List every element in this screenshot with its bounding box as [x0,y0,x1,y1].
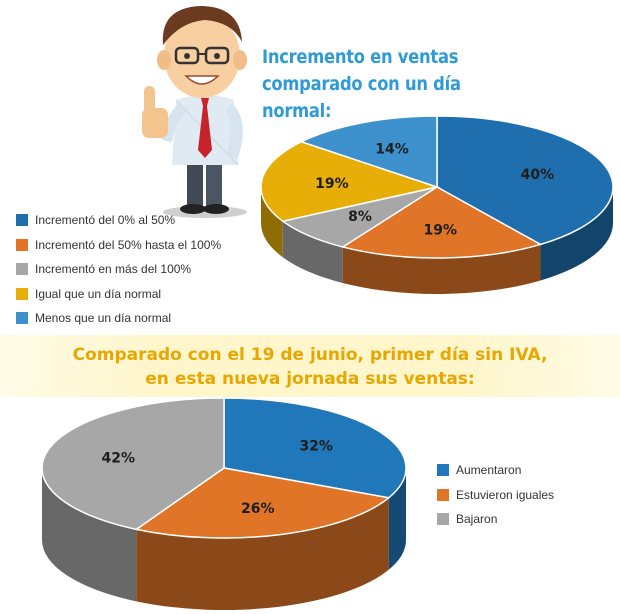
pie-slice-side [42,468,137,602]
legend-label: Menos que un día normal [35,311,172,326]
pie-slice [436,115,614,246]
legend-swatch [437,488,449,501]
legend-item: Bajaron [437,507,554,532]
pie-slice [223,397,407,499]
legend-item: Estuvieron iguales [437,483,554,508]
pie-value-label: 8% [348,209,372,225]
legend-label: Bajaron [456,512,498,527]
chart1-title: Incremento en ventas comparado con un dí… [262,44,520,125]
legend-swatch [16,238,28,251]
legend-item: Igual que un día normal [16,282,221,307]
legend-swatch [16,263,28,276]
pie-slice [41,397,225,531]
pie-slice [260,140,440,223]
chart2-title: Comparado con el 19 de junio, primer día… [60,343,560,391]
pie-value-label: 19% [315,176,349,192]
pie-slice-side [136,497,389,610]
chart1-title-line2: comparado con un día normal: [262,73,461,122]
pie-slice-side [342,244,541,294]
pie-slice [340,186,543,259]
legend-item: Incrementó del 50% hasta el 100% [16,233,221,258]
pie-slice [280,186,438,248]
pie-value-label: 42% [101,451,135,467]
pie-value-label: 14% [375,141,409,157]
legend-label: Incrementó del 0% al 50% [35,213,176,228]
legend-swatch [16,214,28,227]
pie-slice-side [388,468,406,570]
legend-swatch [16,287,28,300]
pie-value-label: 19% [424,223,458,239]
legend-chart-1: Incrementó del 0% al 50% Incrementó del … [16,208,221,331]
legend-label: Incrementó del 50% hasta el 100% [35,237,222,252]
pie-slice-side [540,187,613,281]
pie-value-label: 32% [299,438,333,454]
legend-label: Estuvieron iguales [456,487,555,502]
chart2-title-line2: en esta nueva jornada sus ventas: [145,369,475,389]
pie-value-label: 26% [241,501,275,517]
legend-label: Igual que un día normal [35,286,162,301]
chart2-title-line1: Comparado con el 19 de junio, primer día… [72,345,548,365]
pie-value-label: 40% [521,167,555,183]
pie-slice [299,115,438,189]
legend-swatch [437,513,449,526]
legend-item: Aumentaron [437,458,554,483]
chart1-title-line1: Incremento en ventas [262,46,459,68]
legend-item: Menos que un día normal [16,306,221,331]
legend-chart-2: Aumentaron Estuvieron iguales Bajaron [437,458,554,532]
legend-swatch [437,464,449,477]
legend-label: Incrementó en más del 100% [35,262,192,277]
legend-swatch [16,312,28,325]
pie-slice-side [282,221,343,283]
legend-label: Aumentaron [456,463,522,478]
legend-item: Incrementó del 0% al 50% [16,208,221,233]
legend-item: Incrementó en más del 100% [16,257,221,282]
section2-band [0,335,620,397]
